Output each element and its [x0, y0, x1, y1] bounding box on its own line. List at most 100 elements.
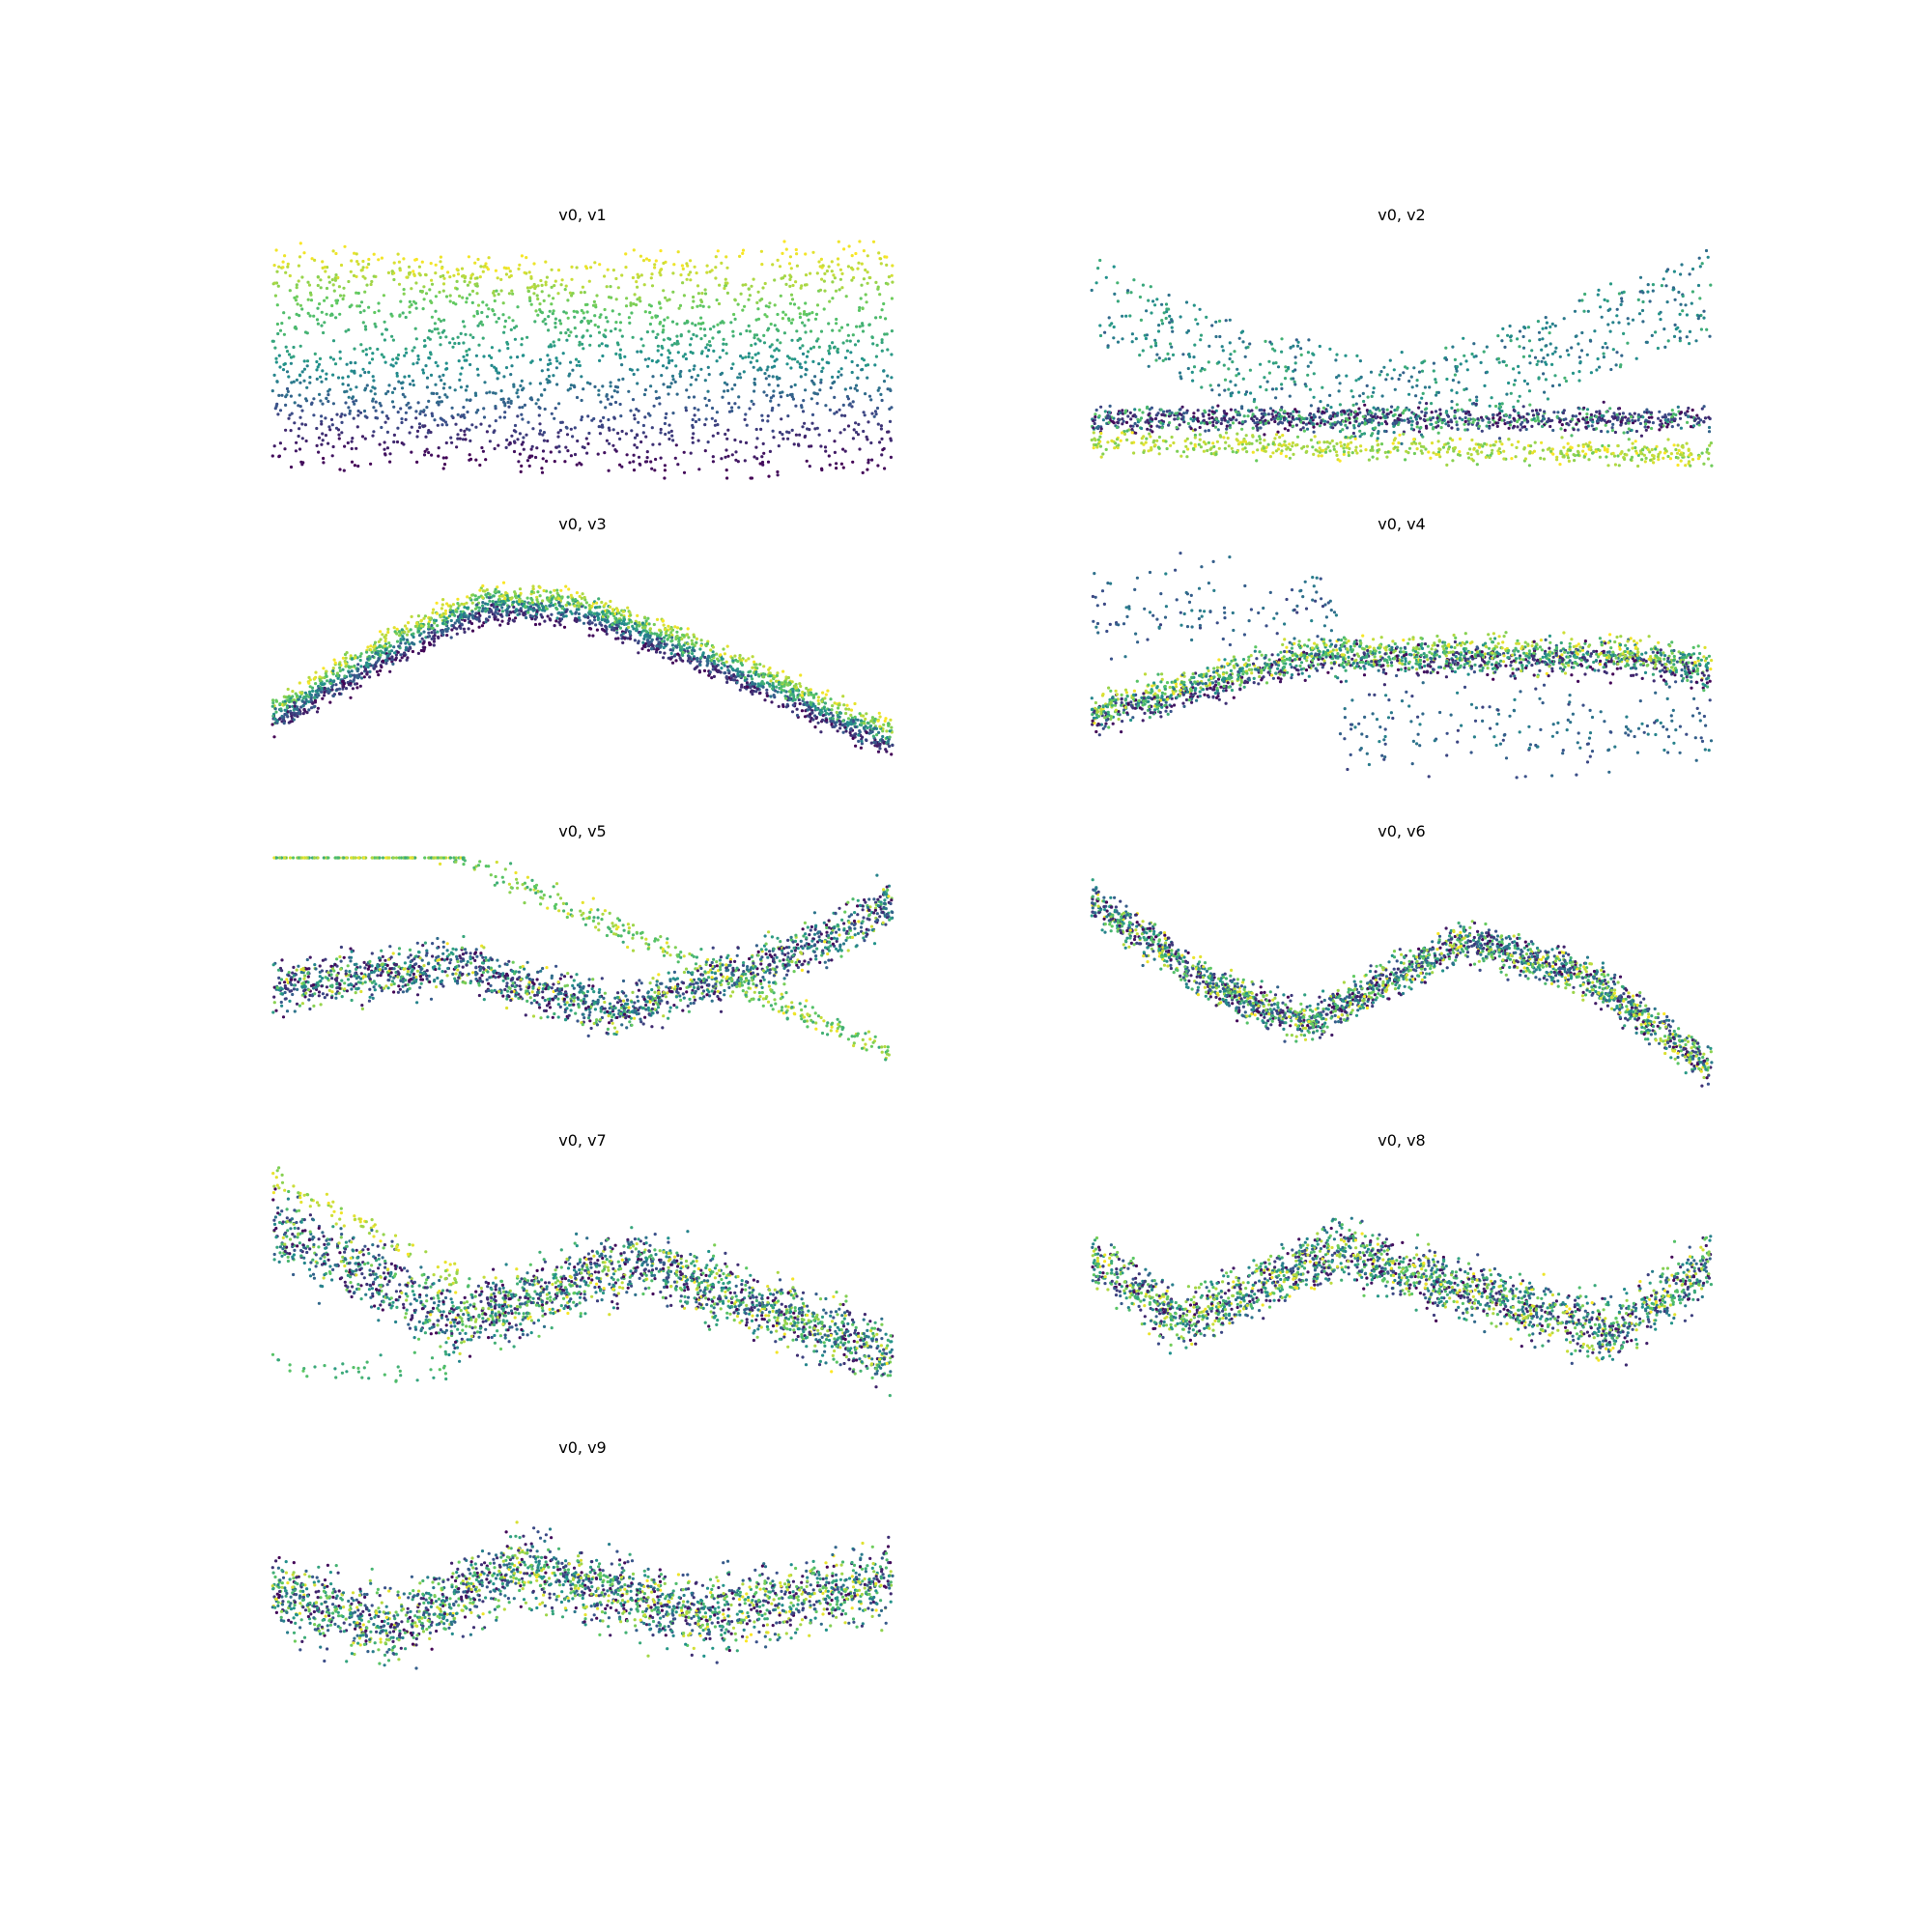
scatter-point — [379, 649, 383, 653]
scatter-point — [705, 355, 709, 358]
scatter-point — [1208, 384, 1212, 387]
scatter-point — [546, 439, 550, 443]
scatter-point — [360, 268, 364, 272]
scatter-point — [1382, 365, 1386, 369]
scatter-point — [1641, 299, 1645, 304]
scatter-point — [333, 362, 338, 366]
scatter-point — [1121, 337, 1124, 341]
scatter-point — [363, 388, 367, 392]
scatter-point — [477, 343, 481, 347]
scatter-point — [865, 712, 868, 716]
scatter-point — [580, 415, 584, 419]
scatter-point — [550, 345, 554, 349]
scatter-point — [517, 267, 521, 270]
scatter-point — [699, 352, 704, 355]
scatter-point — [469, 273, 473, 277]
scatter-point — [348, 409, 352, 413]
scatter-point — [1291, 444, 1294, 448]
scatter-point — [1284, 443, 1288, 447]
scatter-point — [866, 281, 869, 285]
scatter-point — [794, 280, 798, 284]
scatter-point — [652, 622, 656, 627]
scatter-point — [1293, 443, 1298, 447]
scatter-point — [392, 277, 396, 282]
scatter-point — [1610, 426, 1614, 430]
scatter-point — [427, 355, 431, 360]
scatter-point — [1358, 394, 1362, 398]
scatter-point — [437, 403, 440, 407]
scatter-point — [333, 278, 337, 282]
scatter-point — [691, 423, 695, 428]
scatter-point — [1133, 421, 1137, 426]
scatter-point — [353, 347, 356, 351]
scatter-point — [1710, 464, 1714, 468]
scatter-point — [696, 374, 700, 378]
scatter-point — [446, 270, 450, 274]
scatter-point — [1274, 387, 1278, 391]
scatter-point — [1276, 365, 1281, 369]
scatter-point — [637, 409, 640, 412]
scatter-point — [532, 262, 536, 266]
scatter-point — [1320, 454, 1323, 458]
scatter-point — [320, 419, 324, 423]
scatter-point — [300, 275, 304, 279]
scatter-point — [542, 431, 547, 435]
scatter-point — [1636, 418, 1640, 422]
scatter-point — [407, 401, 411, 405]
scatter-point — [1170, 345, 1174, 349]
scatter-point — [1198, 425, 1202, 430]
scatter-point — [1317, 454, 1321, 458]
scatter-point — [463, 433, 467, 437]
scatter-point — [336, 275, 340, 279]
scatter-point — [295, 378, 298, 382]
scatter-point — [837, 263, 840, 267]
scatter-point — [1378, 373, 1381, 377]
scatter-point — [1542, 372, 1546, 376]
scatter-point — [1124, 314, 1128, 318]
scatter-point — [429, 373, 434, 377]
scatter-point — [1130, 332, 1134, 336]
scatter-point — [1157, 452, 1161, 456]
scatter-point — [1129, 424, 1133, 428]
scatter-point — [368, 669, 372, 674]
scatter-point — [360, 435, 365, 439]
scatter-point — [425, 376, 430, 380]
scatter-point — [781, 433, 784, 437]
scatter-point — [659, 431, 663, 435]
scatter-point — [820, 468, 824, 472]
scatter-point — [1468, 447, 1472, 451]
scatter-point — [828, 429, 832, 433]
scatter-point — [381, 332, 384, 336]
scatter-point — [1270, 387, 1275, 391]
scatter-point — [338, 468, 342, 471]
scatter-point — [1092, 431, 1095, 435]
scatter-point — [1367, 458, 1371, 462]
scatter-point — [412, 362, 415, 366]
scatter-point — [340, 412, 344, 416]
scatter-point — [1424, 411, 1428, 415]
scatter-point — [1410, 385, 1414, 389]
scatter-point — [476, 373, 480, 377]
scatter-point — [1512, 424, 1516, 428]
scatter-point — [1567, 459, 1571, 463]
scatter-point — [1600, 429, 1604, 434]
scatter-point — [388, 460, 392, 464]
scatter-point — [1380, 422, 1384, 426]
scatter-point — [815, 402, 819, 406]
scatter-point — [798, 362, 802, 366]
scatter-point — [676, 463, 680, 467]
scatter-point — [1450, 388, 1454, 392]
scatter-point — [1577, 342, 1580, 346]
scatter-point — [687, 272, 691, 276]
scatter-point — [841, 447, 845, 451]
scatter-point — [564, 311, 568, 315]
scatter-point — [1094, 281, 1098, 285]
scatter-point — [776, 258, 780, 262]
scatter-point — [420, 260, 424, 264]
scatter-point — [424, 364, 428, 368]
scatter-point — [303, 330, 308, 334]
scatter-point — [404, 417, 408, 421]
scatter-point — [750, 399, 753, 403]
scatter-point — [1178, 371, 1182, 375]
scatter-point — [1678, 329, 1682, 333]
